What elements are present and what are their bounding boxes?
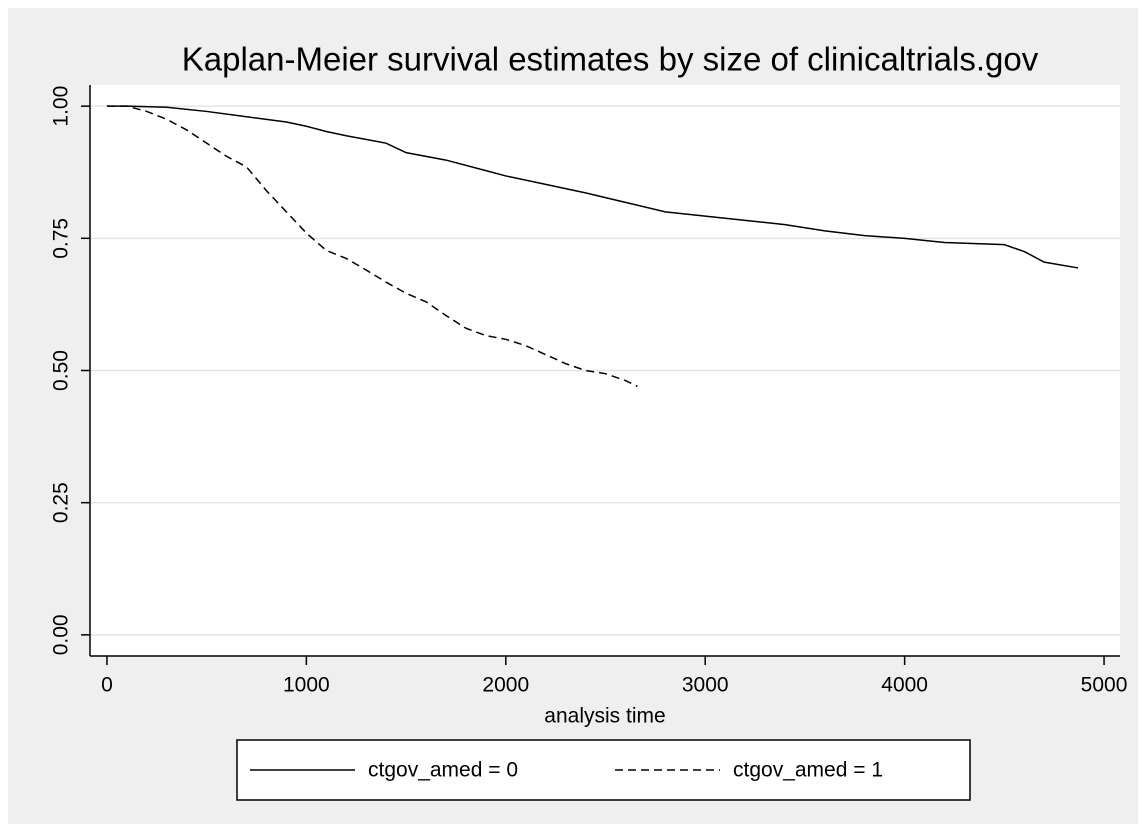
x-tick-label: 2000: [482, 674, 529, 697]
chart-title: Kaplan-Meier survival estimates by size …: [182, 41, 1039, 78]
x-tick-label: 4000: [881, 674, 928, 697]
x-tick-label: 3000: [682, 674, 729, 697]
y-tick-label: 0.00: [50, 614, 73, 655]
y-tick-label: 0.25: [50, 482, 73, 523]
legend-box: [236, 739, 971, 801]
x-axis-title: analysis time: [544, 705, 665, 728]
y-tick-label: 1.00: [50, 86, 73, 127]
x-tick-label: 5000: [1081, 674, 1128, 697]
y-tick-label: 0.50: [50, 350, 73, 391]
legend-label: ctgov_amed = 0: [368, 759, 518, 782]
series-line: [106, 105, 638, 388]
x-tick-label: 1000: [283, 674, 330, 697]
x-tick-label: 0: [101, 674, 113, 697]
legend-label: ctgov_amed = 1: [733, 759, 883, 782]
y-tick-label: 0.75: [50, 218, 73, 259]
series-line: [106, 105, 1079, 269]
